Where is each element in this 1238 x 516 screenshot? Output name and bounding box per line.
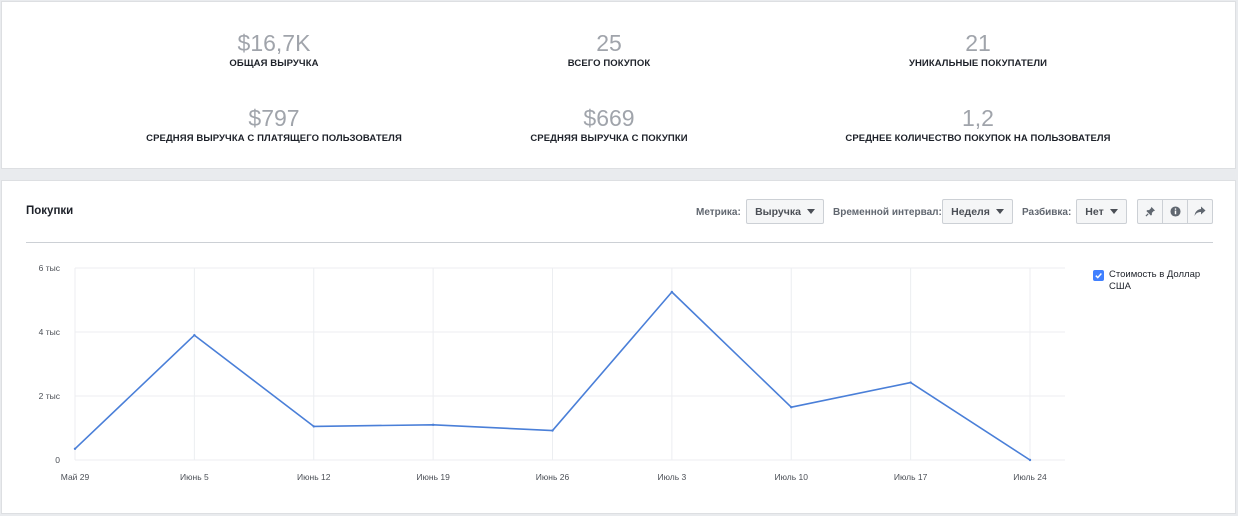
x-tick-label: Июнь 5 <box>180 472 209 482</box>
y-tick-label: 2 тыс <box>39 391 61 401</box>
data-point <box>312 425 315 428</box>
metric-avg-purchases-per-user: 1,2 СРЕДНЕЕ КОЛИЧЕСТВО ПОКУПОК НА ПОЛЬЗО… <box>773 105 1183 144</box>
breakdown-dropdown[interactable]: Нет <box>1076 199 1127 224</box>
caret-down-icon <box>1109 209 1118 214</box>
legend-label: Стоимость в Доллар США <box>1109 269 1201 292</box>
divider <box>26 242 1213 243</box>
data-point <box>670 290 674 294</box>
metric-selector-label: Метрика: <box>696 207 741 218</box>
interval-selector-label: Временной интервал: <box>833 207 942 218</box>
x-tick-label: Июнь 12 <box>297 472 331 482</box>
interval-dropdown[interactable]: Неделя <box>942 199 1013 224</box>
info-icon <box>1169 206 1181 217</box>
chart-legend: Стоимость в Доллар США <box>1093 269 1203 293</box>
metric-label: СРЕДНЯЯ ВЫРУЧКА С ПОКУПКИ <box>530 133 688 144</box>
metric-label: СРЕДНЕЕ КОЛИЧЕСТВО ПОКУПОК НА ПОЛЬЗОВАТЕ… <box>845 133 1111 144</box>
pin-button[interactable] <box>1138 200 1163 223</box>
data-point <box>193 334 196 337</box>
check-icon <box>1095 273 1102 279</box>
metric-total-revenue: $16,7K ОБЩАЯ ВЫРУЧКА <box>69 30 479 69</box>
metric-label: СРЕДНЯЯ ВЫРУЧКА С ПЛАТЯЩЕГО ПОЛЬЗОВАТЕЛЯ <box>146 133 402 144</box>
breakdown-selector-label: Разбивка: <box>1022 207 1072 218</box>
metric-value: 25 <box>596 30 622 56</box>
x-tick-label: Июнь 26 <box>536 472 570 482</box>
data-point <box>1028 458 1032 462</box>
y-tick-label: 6 тыс <box>39 263 61 273</box>
chart-actions <box>1137 199 1213 224</box>
summary-panel: $16,7K ОБЩАЯ ВЫРУЧКА 25 ВСЕГО ПОКУПОК 21… <box>1 1 1236 169</box>
y-tick-label: 4 тыс <box>39 327 61 337</box>
x-tick-label: Июнь 19 <box>416 472 450 482</box>
x-tick-label: Май 29 <box>61 472 90 482</box>
info-button[interactable] <box>1163 200 1188 223</box>
metric-label: ОБЩАЯ ВЫРУЧКА <box>229 58 319 69</box>
metric-avg-revenue-per-purchase: $669 СРЕДНЯЯ ВЫРУЧКА С ПОКУПКИ <box>404 105 814 144</box>
metric-value: 1,2 <box>962 105 994 131</box>
metric-avg-revenue-per-payer: $797 СРЕДНЯЯ ВЫРУЧКА С ПЛАТЯЩЕГО ПОЛЬЗОВ… <box>69 105 479 144</box>
metric-dropdown[interactable]: Выручка <box>746 199 824 224</box>
share-icon <box>1194 206 1206 216</box>
share-button[interactable] <box>1188 200 1212 223</box>
purchases-line-chart: 0 2 тыс 4 тыс 6 тыс Май 29 Июнь 5 Июнь 12 Июнь … <box>39 263 1065 482</box>
metric-dropdown-value: Выручка <box>755 205 801 218</box>
metric-value: 21 <box>965 30 991 56</box>
legend-checkbox[interactable] <box>1093 270 1104 281</box>
purchases-panel: Покупки Метрика: Выручка Временной интер… <box>1 180 1236 514</box>
data-point <box>909 381 912 384</box>
metric-label: ВСЕГО ПОКУПОК <box>567 58 651 69</box>
pin-icon <box>1144 206 1155 217</box>
breakdown-dropdown-value: Нет <box>1085 205 1104 218</box>
y-tick-label: 0 <box>55 455 60 465</box>
x-tick-label: Июль 17 <box>894 472 928 482</box>
interval-dropdown-value: Неделя <box>951 205 990 218</box>
metric-unique-buyers: 21 УНИКАЛЬНЫЕ ПОКУПАТЕЛИ <box>773 30 1183 69</box>
data-point <box>73 447 77 450</box>
data-point <box>551 429 554 432</box>
data-point <box>431 423 435 426</box>
x-tick-label: Июль 3 <box>657 472 686 482</box>
metric-value: $16,7K <box>237 30 311 56</box>
metric-label: УНИКАЛЬНЫЕ ПОКУПАТЕЛИ <box>908 58 1048 69</box>
metric-value: $797 <box>248 105 300 131</box>
data-point <box>790 406 793 409</box>
caret-down-icon <box>995 209 1004 214</box>
x-tick-label: Июль 24 <box>1013 472 1047 482</box>
metric-value: $669 <box>583 105 635 131</box>
caret-down-icon <box>806 209 815 214</box>
section-title: Покупки <box>26 205 74 217</box>
x-tick-label: Июль 10 <box>774 472 808 482</box>
metric-total-purchases: 25 ВСЕГО ПОКУПОК <box>404 30 814 69</box>
